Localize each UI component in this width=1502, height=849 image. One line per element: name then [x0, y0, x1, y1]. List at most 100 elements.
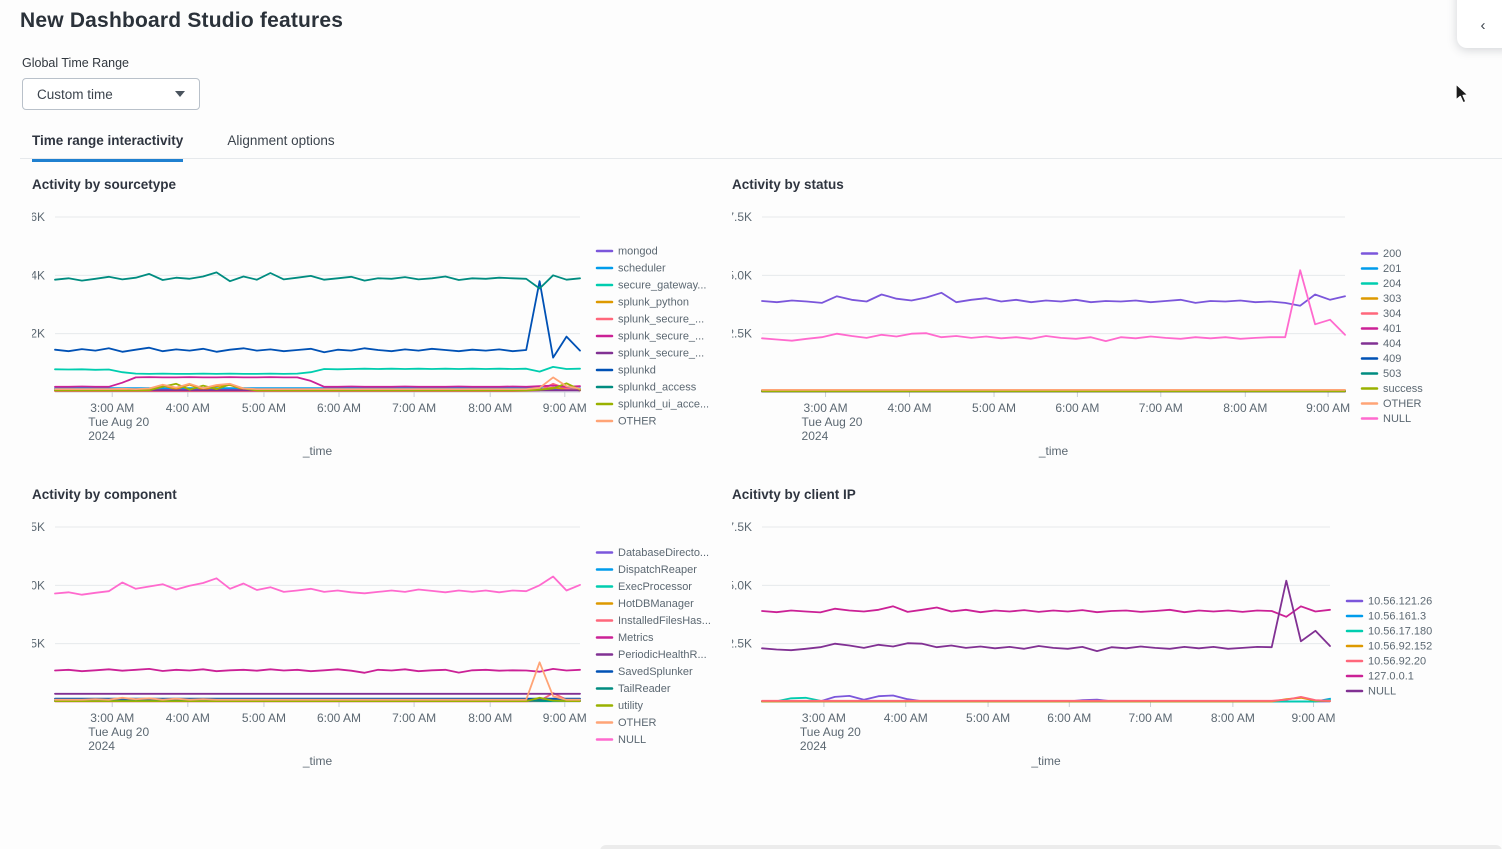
- legend-label: utility: [618, 700, 644, 712]
- x-axis-date-label: Tue Aug 20: [802, 415, 863, 429]
- legend-label: splunk_secure_...: [618, 331, 704, 343]
- series-line-NULL[interactable]: [761, 269, 1346, 343]
- legend-item-127.0.0.1[interactable]: 127.0.0.1: [1345, 671, 1414, 683]
- chart-activity-by-component[interactable]: Activity by component 2.5K 5.0K 7.5K 3:00 AM…: [20, 486, 732, 798]
- legend-item-InstalledFilesHas...[interactable]: InstalledFilesHas...: [595, 615, 711, 627]
- legend-item-utility[interactable]: utility: [595, 700, 644, 712]
- x-axis-date-label: 2024: [88, 429, 115, 443]
- legend-label: 10.56.121.26: [1368, 596, 1432, 608]
- tab-time-range-interactivity[interactable]: Time range interactivity: [32, 133, 184, 162]
- legend-item-splunk_python[interactable]: splunk_python: [595, 297, 689, 309]
- series-line-splunk_secure_...[interactable]: [54, 376, 581, 388]
- legend-item-503[interactable]: 503: [1360, 368, 1401, 380]
- chart-activity-by-sourcetype[interactable]: Activity by sourcetype 2K 4K 6K 3:00 AM Tue A…: [30, 176, 732, 478]
- legend-item-scheduler[interactable]: scheduler: [595, 263, 666, 275]
- legend-item-10.56.121.26[interactable]: 10.56.121.26: [1345, 596, 1432, 608]
- legend-item-204[interactable]: 204: [1360, 278, 1401, 290]
- legend-item-splunk_secure_...[interactable]: splunk_secure_...: [595, 348, 704, 360]
- series-line-NULL[interactable]: [54, 575, 581, 596]
- legend-item-10.56.92.20[interactable]: 10.56.92.20: [1345, 656, 1426, 668]
- legend-item-10.56.92.152[interactable]: 10.56.92.152: [1345, 641, 1432, 653]
- legend-label: NULL: [1383, 413, 1411, 425]
- time-range-dropdown[interactable]: Custom time: [22, 78, 200, 110]
- series-line-NULL[interactable]: [761, 579, 1331, 653]
- tab-alignment-options[interactable]: Alignment options: [227, 133, 335, 148]
- legend-label: splunkd: [618, 365, 656, 377]
- series-line-10.56.92.20[interactable]: [761, 695, 1331, 702]
- legend-label: 204: [1383, 278, 1401, 290]
- time-range-value: Custom time: [37, 86, 113, 102]
- series-line-secure_gateway...[interactable]: [54, 365, 581, 375]
- series-line-Metrics[interactable]: [54, 667, 581, 674]
- legend-item-splunkd_ui_acce...[interactable]: splunkd_ui_acce...: [595, 399, 709, 411]
- chart-activity-by-client-ip[interactable]: Acitivty by client IP 2.5K 5.0K 7.5K 3:00 AM…: [727, 486, 1502, 798]
- legend-item-NULL[interactable]: NULL: [1345, 686, 1396, 698]
- legend-item-splunkd[interactable]: splunkd: [595, 365, 656, 377]
- legend-item-TailReader[interactable]: TailReader: [595, 683, 671, 695]
- legend-item-mongod[interactable]: mongod: [595, 246, 658, 258]
- series-line-utility[interactable]: [54, 696, 581, 703]
- legend-item-201[interactable]: 201: [1360, 263, 1401, 275]
- x-axis-date-label: 2024: [88, 739, 115, 753]
- series-line-splunkd_ui_acce...[interactable]: [54, 382, 581, 392]
- legend-item-OTHER[interactable]: OTHER: [595, 416, 657, 428]
- legend-item-success[interactable]: success: [1360, 383, 1423, 395]
- legend-item-Metrics[interactable]: Metrics: [595, 632, 654, 644]
- legend-label: 304: [1383, 308, 1401, 320]
- legend-item-OTHER[interactable]: OTHER: [1360, 398, 1422, 410]
- legend-label: splunk_python: [618, 297, 689, 309]
- x-axis-label: 3:00 AM: [802, 711, 846, 725]
- legend-item-303[interactable]: 303: [1360, 293, 1401, 305]
- legend-item-HotDBManager[interactable]: HotDBManager: [595, 598, 694, 610]
- legend-item-secure_gateway...[interactable]: secure_gateway...: [595, 280, 706, 292]
- legend-label: 200: [1383, 248, 1401, 260]
- legend-item-NULL[interactable]: NULL: [1360, 413, 1411, 425]
- x-axis-date-label: Tue Aug 20: [88, 415, 149, 429]
- legend-item-splunkd_access[interactable]: splunkd_access: [595, 382, 697, 394]
- legend-label: 10.56.92.152: [1368, 641, 1432, 653]
- legend-item-splunk_secure_...[interactable]: splunk_secure_...: [595, 331, 704, 343]
- y-axis-label: 7.5K: [32, 520, 45, 534]
- legend-item-10.56.161.3[interactable]: 10.56.161.3: [1345, 611, 1426, 623]
- series-line-OTHER[interactable]: [54, 661, 581, 701]
- legend-item-409[interactable]: 409: [1360, 353, 1401, 365]
- legend-item-304[interactable]: 304: [1360, 308, 1401, 320]
- tab-divider: [20, 158, 1502, 159]
- x-axis-label: 7:00 AM: [1128, 711, 1172, 725]
- legend-item-DispatchReaper[interactable]: DispatchReaper: [595, 564, 697, 576]
- legend-item-ExecProcessor[interactable]: ExecProcessor: [595, 581, 692, 593]
- legend-item-NULL[interactable]: NULL: [595, 734, 646, 746]
- legend-label: DatabaseDirecto...: [618, 547, 709, 559]
- collapse-panel-button[interactable]: ‹: [1457, 0, 1502, 48]
- x-axis-label: 3:00 AM: [90, 401, 134, 415]
- legend-label: OTHER: [618, 416, 657, 428]
- x-axis-label: 8:00 AM: [468, 711, 512, 725]
- x-axis-label: 8:00 AM: [1223, 401, 1267, 415]
- legend-item-OTHER[interactable]: OTHER: [595, 717, 657, 729]
- legend-label: PeriodicHealthR...: [618, 649, 707, 661]
- series-line-splunkd[interactable]: [54, 280, 581, 359]
- x-axis-label: 4:00 AM: [166, 711, 210, 725]
- series-line-OTHER[interactable]: [54, 376, 581, 391]
- legend-label: 127.0.0.1: [1368, 671, 1414, 683]
- x-axis-label: 8:00 AM: [468, 401, 512, 415]
- chart-activity-by-status[interactable]: Activity by status 2.5K 5.0K 7.5K 3:00 AMTue…: [727, 176, 1502, 478]
- legend-label: 409: [1383, 353, 1401, 365]
- tab-bar: Time range interactivity Alignment optio…: [32, 133, 379, 162]
- legend-item-401[interactable]: 401: [1360, 323, 1401, 335]
- series-line-200[interactable]: [761, 291, 1346, 307]
- y-axis-label: 2.5K: [732, 327, 752, 341]
- legend-item-DatabaseDirecto...[interactable]: DatabaseDirecto...: [595, 547, 709, 559]
- series-line-127.0.0.1[interactable]: [761, 605, 1331, 618]
- series-line-splunkd_access[interactable]: [54, 271, 581, 290]
- legend-item-10.56.17.180[interactable]: 10.56.17.180: [1345, 626, 1432, 638]
- legend-item-SavedSplunker[interactable]: SavedSplunker: [595, 666, 693, 678]
- y-axis-label: 5.0K: [732, 268, 752, 282]
- legend-item-200[interactable]: 200: [1360, 248, 1401, 260]
- x-axis-label: 5:00 AM: [966, 711, 1010, 725]
- legend-item-404[interactable]: 404: [1360, 338, 1401, 350]
- legend-item-splunk_secure_...[interactable]: splunk_secure_...: [595, 314, 704, 326]
- y-axis-label: 7.5K: [732, 210, 752, 224]
- legend-item-PeriodicHealthR...[interactable]: PeriodicHealthR...: [595, 649, 707, 661]
- legend-label: 401: [1383, 323, 1401, 335]
